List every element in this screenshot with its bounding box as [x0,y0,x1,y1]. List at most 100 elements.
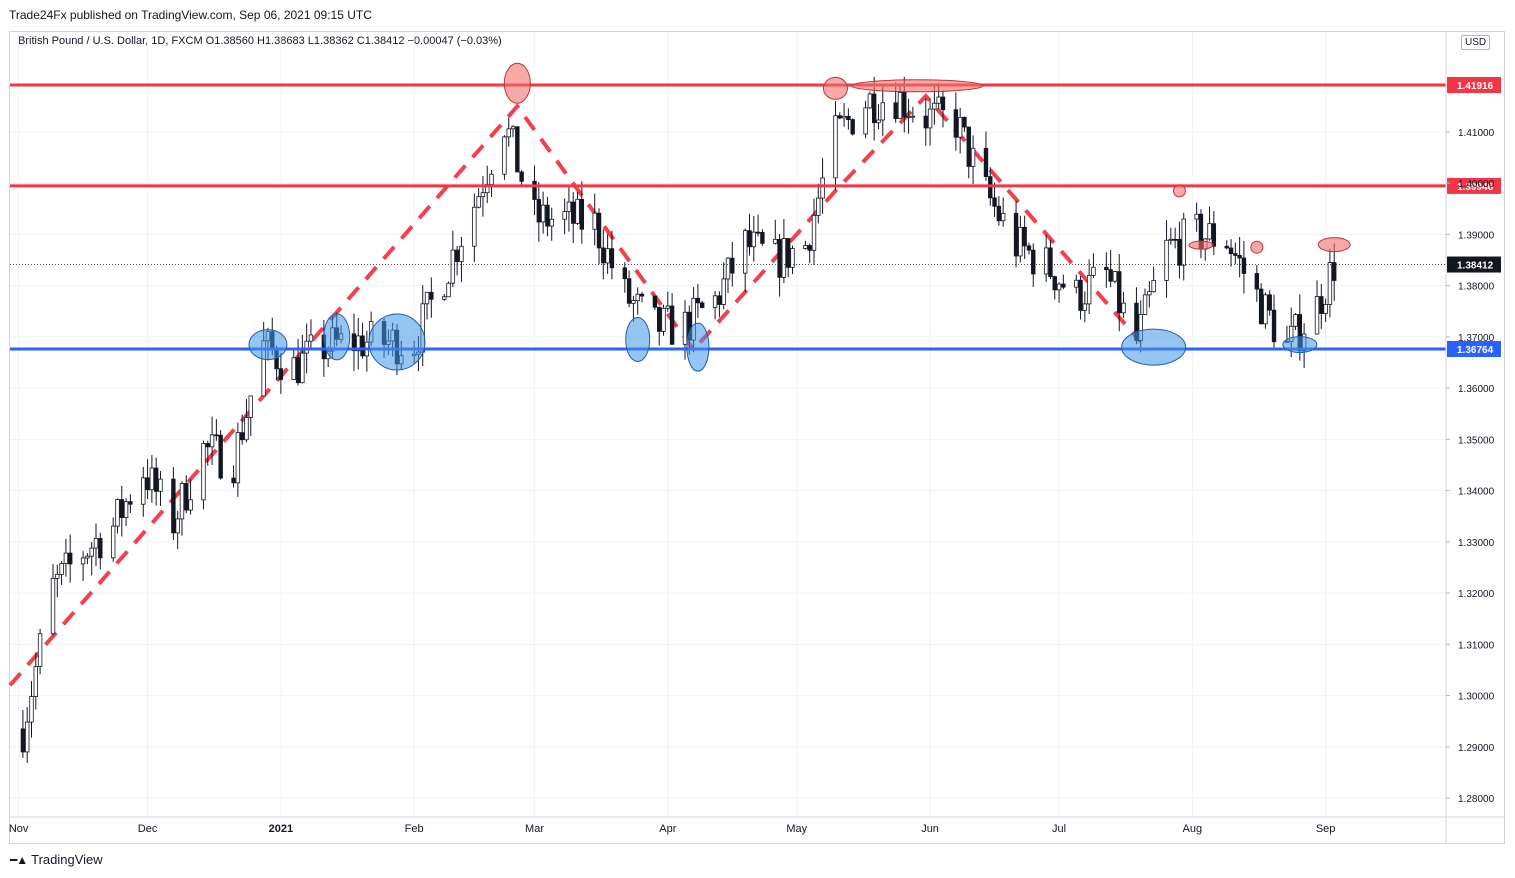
candle [837,112,842,120]
candle [605,234,610,274]
candle [953,92,959,151]
candle [515,126,520,173]
candle-body [295,357,301,384]
candle-body [755,231,761,234]
candle-body [807,245,812,251]
candle [596,208,602,265]
candle-body [742,230,748,274]
candle [730,241,735,287]
candle [1172,227,1178,249]
candle-body [721,278,726,305]
candle [571,192,576,243]
candle-body [846,115,851,121]
candle-body [833,115,838,179]
candle-body [661,307,666,332]
support-ellipse [625,316,651,362]
candle-body [158,478,163,492]
candle [1091,253,1096,278]
candle [635,287,640,315]
candle-body [85,555,90,559]
currency-button[interactable]: USD [1461,35,1491,50]
candle [1061,274,1066,290]
candle-body [179,483,185,520]
candle-body [291,357,296,380]
candle [115,498,120,534]
candle-body [480,192,486,198]
last-price-label: 1.38412 [1457,261,1494,272]
candle-body [1241,257,1247,274]
candle-body [902,91,907,118]
candle [665,291,671,312]
candle-body [790,248,795,268]
candle [669,293,675,345]
candle-body [128,501,133,505]
candle [1086,259,1092,314]
candle-body [149,467,155,491]
candle-body [472,206,477,247]
candle [1013,200,1019,268]
candle [816,183,821,224]
candle [291,347,296,381]
candle-body [747,230,752,248]
candle [592,193,597,246]
candle [472,193,477,263]
candle [712,291,718,320]
candle [906,98,911,134]
candle [141,466,146,517]
candle [110,517,116,562]
candle [876,104,881,130]
candle [158,470,163,506]
candle [1117,254,1122,332]
candle-body [876,119,881,124]
candle [1327,248,1333,318]
tradingview-brand: ━▲ TradingView [10,852,103,867]
candle-body [308,334,314,342]
candle-body [188,499,193,511]
candle-body [141,477,146,505]
candle [540,191,546,234]
candle-body [33,666,38,697]
candle-body [545,204,550,227]
y-tick-label: 1.30000 [1458,692,1495,703]
candle [85,553,90,565]
candle-body [119,499,124,518]
candle [1026,242,1032,255]
candle-body [1263,294,1268,325]
candle-body [910,115,916,118]
level-price-tag [1447,340,1501,357]
candle [1233,242,1238,265]
candle-body [936,96,941,104]
candle-body [760,232,765,244]
candle-body [1048,247,1053,277]
candle-body [566,201,572,212]
candle [1323,298,1328,322]
candle-body [970,147,976,167]
candle [459,236,464,282]
candle-body [897,91,903,119]
candle-body [55,573,60,579]
candle [983,131,989,181]
candle [1237,237,1242,278]
candle [940,90,946,128]
candle-body [540,204,546,223]
candle [201,440,206,510]
candle-body [1061,283,1066,288]
candle [721,262,726,310]
candle-body [1254,273,1260,290]
candle-body [773,238,778,244]
candle [1332,243,1337,301]
candle [841,103,847,127]
candle-body [816,197,821,216]
candle [957,107,963,154]
candle-body [459,245,464,262]
y-tick-label: 1.29000 [1458,743,1495,754]
candle-body [446,282,451,298]
candle-body [506,128,511,138]
candle [846,108,851,130]
candle [923,98,928,146]
candle-body [450,249,456,284]
candle-body [360,335,365,357]
chart-legend: British Pound / U.S. Dollar, 1D, FXCM O1… [18,35,502,47]
candle [278,352,284,394]
